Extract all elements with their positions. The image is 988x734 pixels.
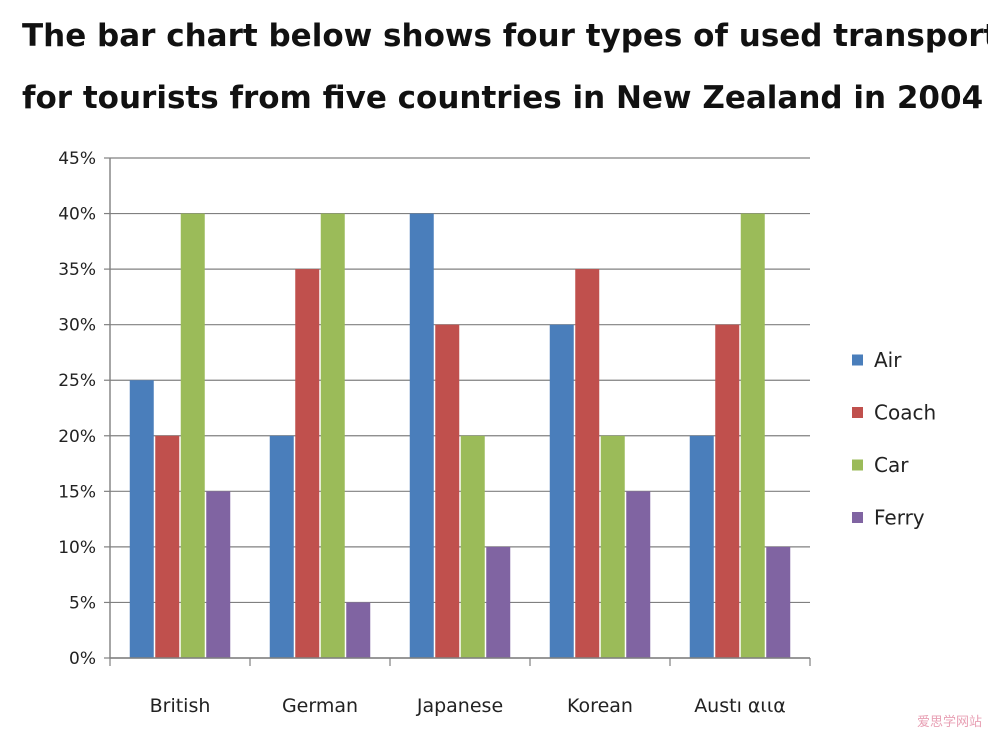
legend-label-air: Air: [874, 348, 902, 372]
bar-coach-3: [575, 269, 600, 658]
y-tick-label: 40%: [58, 205, 96, 225]
y-tick-label: 15%: [58, 482, 96, 502]
bar-coach-2: [435, 324, 460, 658]
bar-air-2: [409, 213, 434, 659]
watermark: 爱思学网站: [916, 715, 982, 730]
y-tick-label: 45%: [58, 149, 96, 169]
bar-coach-1: [295, 269, 320, 658]
bar-coach-0: [155, 435, 180, 658]
legend-swatch-ferry: [852, 512, 863, 523]
bar-car-4: [740, 213, 765, 659]
legend-swatch-coach: [852, 407, 863, 418]
bar-air-4: [689, 435, 714, 658]
y-tick-label: 25%: [58, 371, 96, 391]
legend-label-coach: Coach: [874, 401, 936, 425]
y-tick-label: 5%: [69, 593, 96, 613]
legend-label-ferry: Ferry: [874, 506, 925, 530]
bar-car-3: [600, 435, 625, 658]
bar-car-1: [320, 213, 345, 659]
bar-ferry-3: [626, 491, 651, 658]
y-tick-label: 35%: [58, 260, 96, 280]
chart-title-line-2: for tourists from five countries in New …: [22, 80, 984, 116]
bar-ferry-4: [766, 546, 791, 658]
x-category-label: Japanese: [416, 695, 503, 717]
bar-air-1: [269, 435, 294, 658]
y-tick-label: 10%: [58, 538, 96, 558]
x-category-label: German: [282, 695, 358, 717]
bar-air-0: [129, 380, 154, 658]
bar-ferry-1: [346, 602, 371, 658]
bar-air-3: [549, 324, 574, 658]
legend-swatch-car: [852, 459, 863, 471]
x-category-label: Korean: [567, 695, 633, 717]
bar-car-2: [460, 435, 485, 658]
legend-label-car: Car: [874, 453, 909, 477]
bar-ferry-2: [486, 546, 511, 658]
y-tick-label: 30%: [58, 316, 96, 336]
x-category-label: Austı αιια: [694, 695, 786, 717]
legend-swatch-air: [852, 354, 863, 366]
bar-ferry-0: [206, 491, 231, 658]
y-tick-label: 20%: [58, 427, 96, 447]
y-tick-label: 0%: [69, 649, 96, 669]
bar-car-0: [180, 213, 205, 659]
chart-title-line-1: The bar chart below shows four types of …: [22, 18, 988, 54]
bar-coach-4: [715, 324, 740, 658]
x-category-label: British: [150, 695, 211, 717]
